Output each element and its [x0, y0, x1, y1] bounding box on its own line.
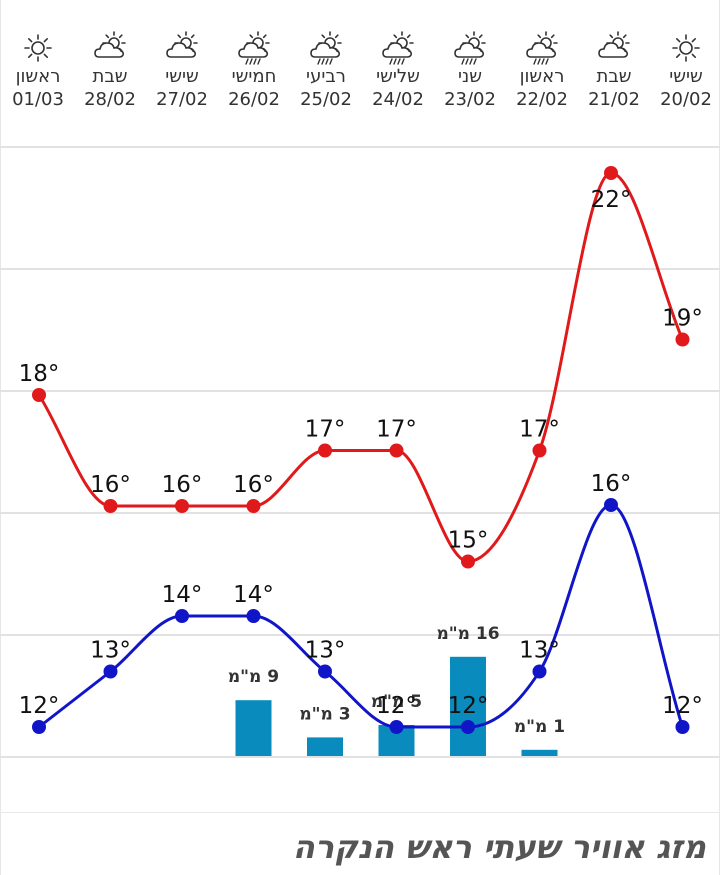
- day-name: שבת: [596, 66, 632, 87]
- rain-bar: [307, 737, 343, 756]
- rain-label: 16 מ"מ: [436, 624, 499, 644]
- day-column: שלישי 24/02: [362, 30, 434, 112]
- day-column: ראשון 01/03: [2, 30, 74, 112]
- day-date: 24/02: [372, 89, 424, 110]
- data-point: [175, 499, 189, 513]
- temperature-label: 12°: [448, 693, 489, 719]
- left-edge: [0, 0, 1, 875]
- temperature-label: 13°: [519, 638, 560, 664]
- day-date: 25/02: [300, 89, 352, 110]
- temperature-label: 12°: [19, 693, 60, 719]
- partly-cloudy-icon: [598, 31, 630, 58]
- temperature-label: 13°: [90, 638, 131, 664]
- day-date: 21/02: [588, 89, 640, 110]
- rain-label: 9 מ"מ: [228, 667, 279, 687]
- data-point: [675, 720, 690, 734]
- rain-label: 1 מ"מ: [514, 717, 565, 737]
- data-point: [32, 720, 46, 734]
- temperature-label: 12°: [376, 693, 417, 719]
- day-date: 01/03: [12, 89, 64, 110]
- day-name: שישי: [669, 66, 703, 87]
- rain-icon: [310, 31, 342, 65]
- day-name: חמישי: [231, 66, 277, 87]
- temperature-label: 17°: [376, 417, 417, 443]
- temperature-chart: 9 מ"מ 3 מ"מ 5 מ"מ 16 מ"מ 1 מ"מ 18° 16° 16° 16° 17…: [0, 146, 720, 758]
- data-point: [103, 499, 118, 513]
- day-name: ראשון: [519, 66, 565, 87]
- day-date: 22/02: [516, 89, 568, 110]
- data-point: [532, 443, 547, 458]
- partly-cloudy-icon: [166, 31, 198, 58]
- day-column: שבת 21/02: [578, 30, 650, 112]
- day-date: 28/02: [84, 89, 136, 110]
- data-point: [246, 609, 261, 623]
- day-name: שבת: [92, 66, 128, 87]
- data-point: [604, 498, 618, 512]
- rain-label: 3 מ"מ: [299, 704, 350, 724]
- data-point: [389, 720, 404, 734]
- data-point: [532, 664, 547, 679]
- day-date: 26/02: [228, 89, 280, 110]
- temperature-label: 15°: [448, 528, 489, 554]
- data-point: [604, 166, 618, 180]
- temperature-label: 19°: [662, 306, 703, 332]
- temperature-label: 18°: [19, 361, 60, 387]
- data-point: [461, 720, 475, 734]
- page-title: מזג אוויר שעתי ראש הנקרה: [292, 828, 706, 866]
- rain-bar: [450, 656, 486, 756]
- temperature-label: 14°: [162, 582, 203, 608]
- data-point: [461, 554, 475, 569]
- data-point: [389, 443, 404, 458]
- temperature-line: [37, 171, 684, 564]
- day-name: רביעי: [306, 66, 346, 87]
- rain-bar: [235, 700, 272, 756]
- day-column: שבת 28/02: [74, 30, 146, 112]
- temperature-label: 13°: [305, 638, 346, 664]
- data-point: [675, 332, 690, 347]
- day-column: ראשון 22/02: [506, 30, 578, 112]
- day-column: שני 23/02: [434, 30, 506, 112]
- temperature-label: 14°: [233, 582, 274, 608]
- temperature-line: [38, 503, 684, 729]
- data-point: [175, 609, 189, 623]
- temperature-label: 17°: [305, 417, 346, 443]
- day-name: שני: [458, 66, 482, 87]
- rain-bar: [521, 749, 558, 756]
- rain-icon: [526, 31, 558, 65]
- day-name: שלישי: [376, 66, 420, 87]
- rain-icon: [382, 31, 414, 65]
- day-date: 23/02: [444, 89, 496, 110]
- temperature-label: 16°: [90, 472, 131, 498]
- data-point: [318, 443, 332, 458]
- temperature-label: 16°: [233, 472, 274, 498]
- day-column: שישי 20/02: [650, 30, 720, 112]
- day-strip: ראשון 01/03 שבת 28/02 שישי 27/02 חמישי 26/02 רבי…: [0, 0, 720, 135]
- day-name: ראשון: [15, 66, 61, 87]
- rain-icon: [238, 31, 270, 65]
- day-date: 27/02: [156, 89, 208, 110]
- partly-cloudy-icon: [94, 31, 126, 58]
- data-point: [246, 499, 261, 513]
- temperature-label: 16°: [591, 471, 632, 497]
- temperature-label: 22°: [591, 187, 632, 213]
- rain-icon: [454, 31, 486, 65]
- data-point: [103, 664, 118, 679]
- day-column: שישי 27/02: [146, 30, 218, 112]
- rain-label: 5 מ"מ: [371, 692, 422, 712]
- temperature-label: 12°: [662, 693, 703, 719]
- day-name: שישי: [165, 66, 199, 87]
- day-date: 20/02: [660, 89, 712, 110]
- temperature-label: 17°: [519, 417, 560, 443]
- sun-icon: [672, 34, 700, 62]
- divider: [0, 812, 720, 813]
- sun-icon: [24, 34, 52, 62]
- temperature-label: 16°: [162, 472, 203, 498]
- data-point: [318, 664, 332, 679]
- day-column: חמישי 26/02: [218, 30, 290, 112]
- day-column: רביעי 25/02: [290, 30, 362, 112]
- data-point: [32, 388, 46, 402]
